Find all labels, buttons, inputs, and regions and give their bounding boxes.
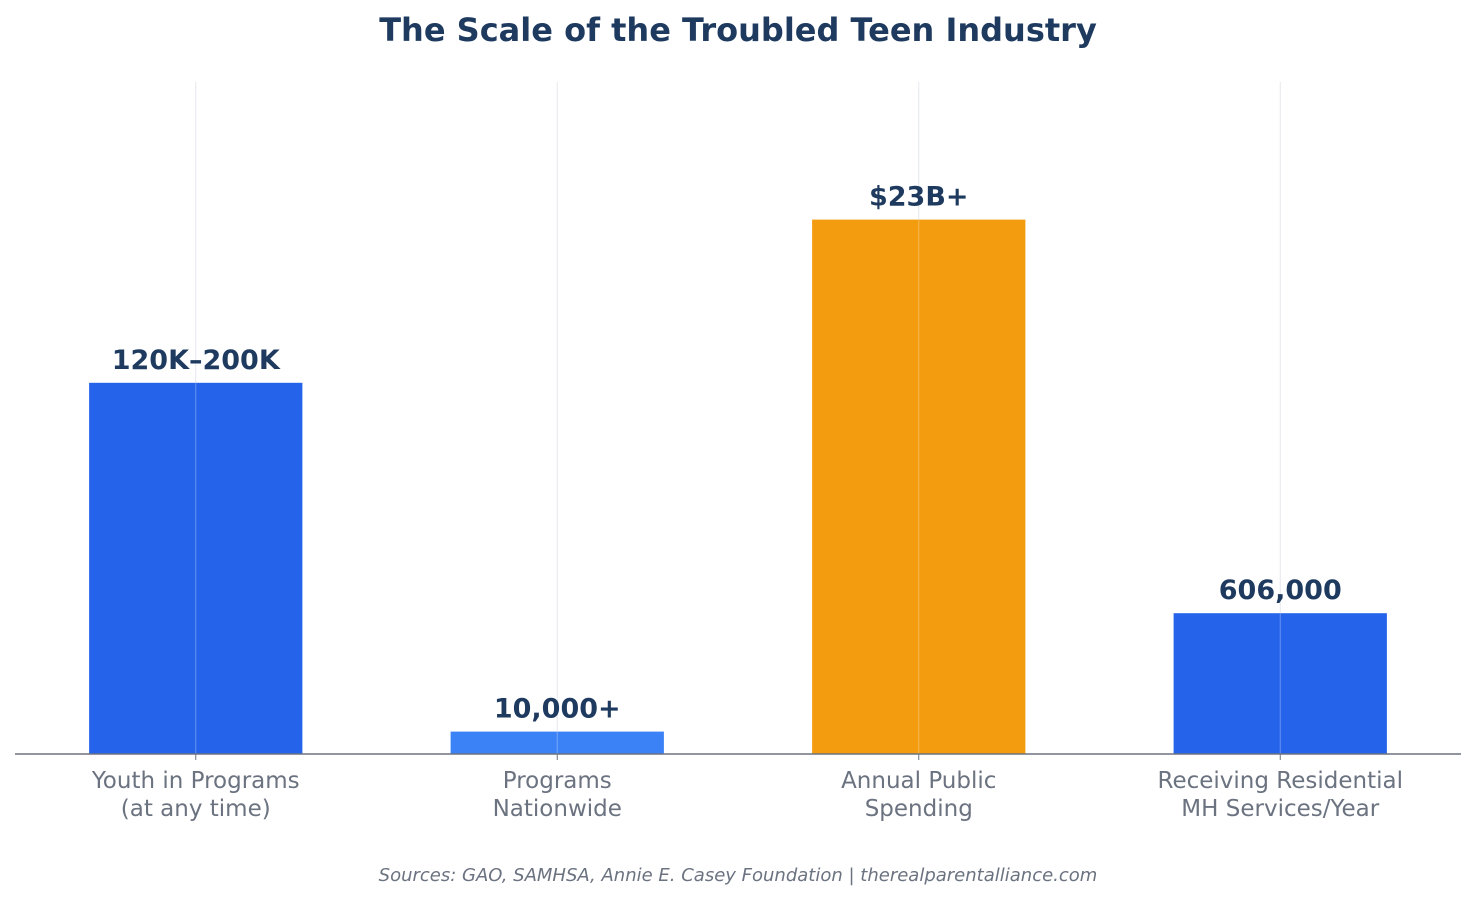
tick-label-line: Receiving Residential bbox=[1158, 768, 1403, 794]
tick-label-line: Annual Public bbox=[841, 768, 996, 794]
value-label: 10,000+ bbox=[494, 694, 621, 725]
bar bbox=[450, 731, 664, 754]
source-note: Sources: GAO, SAMHSA, Annie E. Casey Fou… bbox=[379, 865, 1098, 886]
bars-layer bbox=[89, 219, 1387, 755]
ticks-layer: Youth in Programs (at any time) Programs Na… bbox=[91, 754, 1403, 822]
value-label: 606,000 bbox=[1219, 575, 1342, 606]
grid-layer bbox=[195, 82, 1281, 754]
tick-label-line: Youth in Programs bbox=[91, 768, 300, 794]
value-label: 120K–200K bbox=[112, 345, 281, 376]
tick-label-line: Nationwide bbox=[493, 796, 622, 822]
tick-label: Youth in Programs (at any time) bbox=[91, 768, 300, 822]
tick-label: Receiving Residential MH Services/Year bbox=[1158, 768, 1403, 822]
chart-title: The Scale of the Troubled Teen Industry bbox=[379, 11, 1097, 49]
value-labels-layer: 120K–200K 10,000+ $23B+ 606,000 bbox=[112, 182, 1342, 725]
tick-label-line: MH Services/Year bbox=[1181, 796, 1379, 822]
tick-label: Annual Public Spending bbox=[841, 768, 996, 822]
grid-front-layer bbox=[195, 219, 1281, 754]
bar bbox=[89, 382, 303, 754]
tick-label-line: Spending bbox=[865, 796, 973, 822]
tick-label-line: (at any time) bbox=[121, 796, 271, 822]
bar bbox=[812, 219, 1026, 755]
tick-label: Programs Nationwide bbox=[493, 768, 622, 822]
bar bbox=[1173, 613, 1387, 754]
tick-label-line: Programs bbox=[503, 768, 612, 794]
value-label: $23B+ bbox=[869, 182, 969, 213]
